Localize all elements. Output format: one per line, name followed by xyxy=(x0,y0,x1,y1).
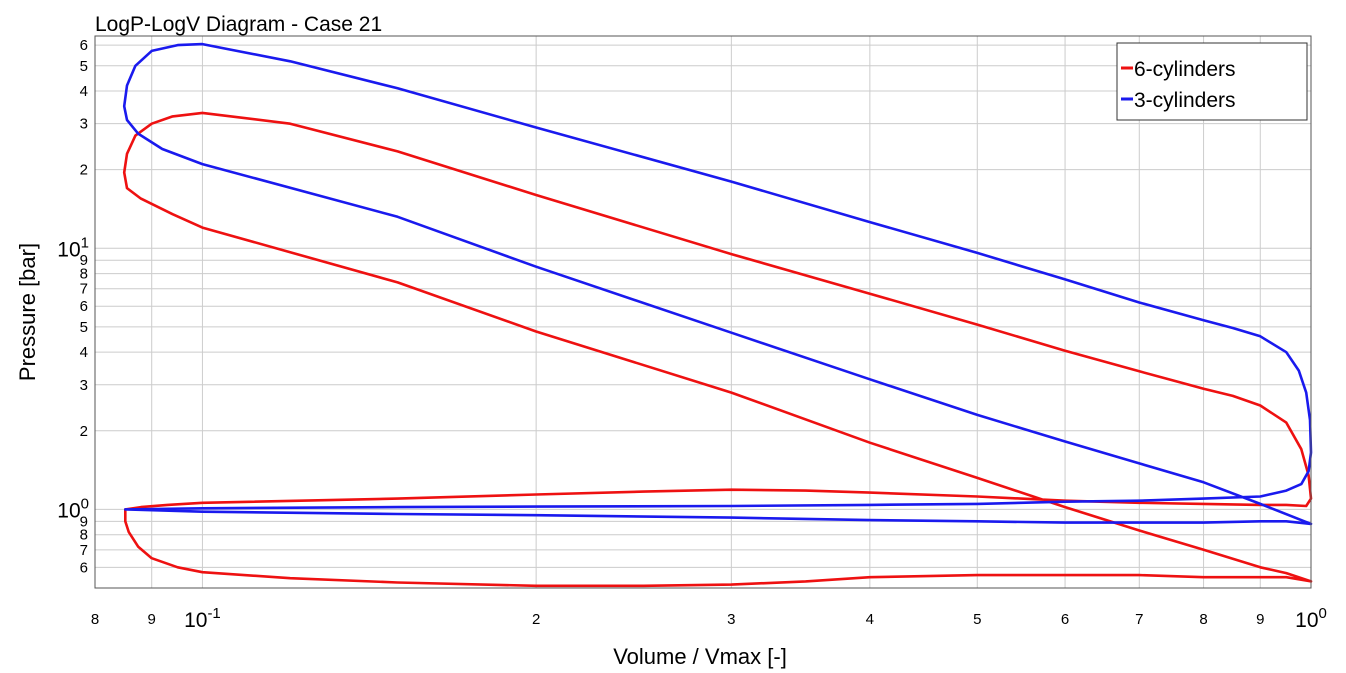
y-tick-label: 6 xyxy=(80,559,88,576)
x-tick-label: 4 xyxy=(866,611,874,628)
y-tick-label: 7 xyxy=(80,542,88,559)
series-line-3-cylinders xyxy=(122,42,1313,526)
x-tick-label: 3 xyxy=(727,611,735,628)
y-tick-label: 2 xyxy=(80,162,88,179)
y-tick-label: 8 xyxy=(80,266,88,283)
y-tick-label: 3 xyxy=(80,116,88,133)
y-tick-label: 6 xyxy=(80,298,88,315)
y-tick-label: 2 xyxy=(80,423,88,440)
x-tick-label: 8 xyxy=(1199,611,1207,628)
y-tick-label: 7 xyxy=(80,281,88,298)
y-axis-label: Pressure [bar] xyxy=(15,243,40,381)
series-line-6-cylinders xyxy=(122,111,1313,588)
x-tick-label: 9 xyxy=(1256,611,1264,628)
legend: 6-cylinders 3-cylinders xyxy=(1116,42,1308,121)
x-tick-label: 6 xyxy=(1061,611,1069,628)
chart-title: LogP-LogV Diagram - Case 21 xyxy=(95,13,382,36)
legend-label-3-cylinders: 3-cylinders xyxy=(1134,89,1236,112)
y-tick-label: 9 xyxy=(80,513,88,530)
plot-area-frame xyxy=(94,35,1312,589)
x-tick-label: 2 xyxy=(532,611,540,628)
x-tick-label: 100 xyxy=(1295,605,1327,632)
x-tick-label: 9 xyxy=(148,611,156,628)
x-axis-label: Volume / Vmax [-] xyxy=(613,644,787,669)
legend-label-6-cylinders: 6-cylinders xyxy=(1134,58,1236,81)
legend-box xyxy=(1116,42,1308,121)
y-tick-label: 4 xyxy=(80,83,88,100)
x-tick-label: 8 xyxy=(91,611,99,628)
y-tick-label: 8 xyxy=(80,527,88,544)
y-tick-label: 5 xyxy=(80,58,88,75)
y-tick-label: 6 xyxy=(80,37,88,54)
x-tick-labels: 8 9 10-1 2 3 4 5 6 7 8 9 100 xyxy=(91,605,1327,632)
x-tick-label: 7 xyxy=(1135,611,1143,628)
y-tick-label: 5 xyxy=(80,319,88,336)
x-tick-label: 5 xyxy=(973,611,981,628)
y-tick-label: 4 xyxy=(80,344,88,361)
y-tick-label: 3 xyxy=(80,377,88,394)
y-tick-label: 9 xyxy=(80,252,88,269)
x-tick-label: 10-1 xyxy=(184,605,221,632)
series-group xyxy=(122,42,1313,588)
